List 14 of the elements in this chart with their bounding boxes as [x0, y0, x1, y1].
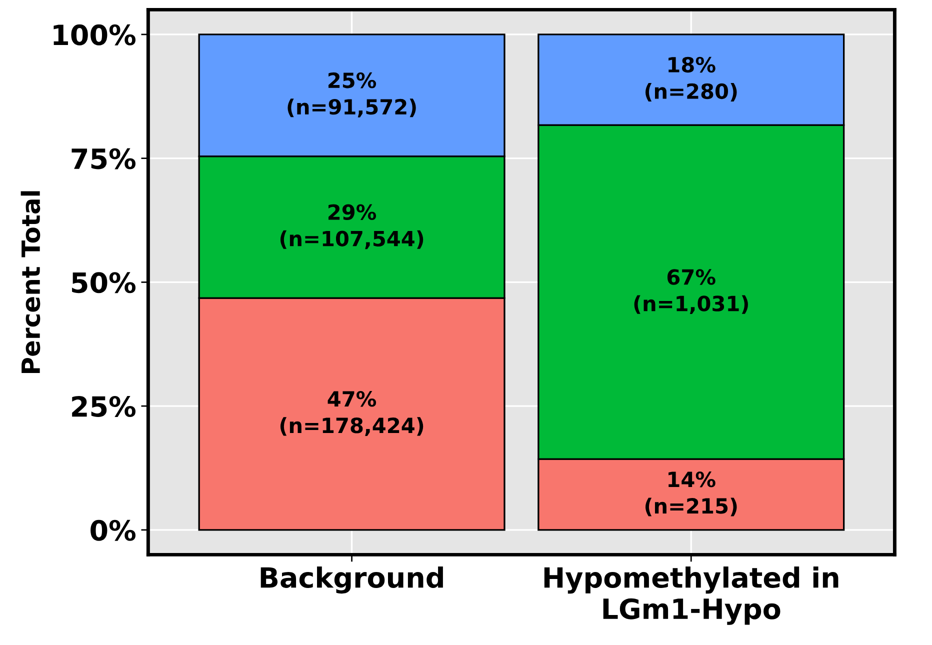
data-label: 47% (n=178,424) — [280, 391, 424, 436]
data-label: 14% (n=215) — [646, 472, 737, 516]
data-label: 29% (n=107,544) — [280, 204, 424, 250]
y-tick-label: 0% — [90, 520, 136, 541]
y-axis-title: Percent Total — [20, 191, 40, 373]
y-tick-label: 75% — [72, 148, 136, 170]
data-label: 67% (n=1,031) — [634, 269, 748, 314]
y-tick-label: 25% — [72, 396, 136, 418]
y-tick-label: 100% — [54, 24, 136, 46]
data-label: 25% (n=91,572) — [288, 72, 416, 118]
data-label: 18% (n=280) — [646, 56, 737, 102]
x-tick-label: Hypomethylated in LGm1-Hypo — [544, 566, 838, 625]
y-tick-label: 50% — [72, 272, 136, 294]
x-tick-label: Background — [260, 566, 443, 594]
